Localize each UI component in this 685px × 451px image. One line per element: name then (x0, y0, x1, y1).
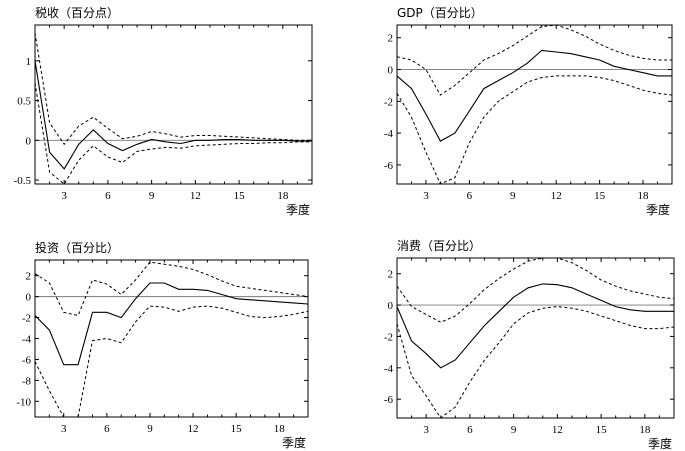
chart-title-investment: 投资（百分比） (35, 240, 119, 255)
x-tick-label: 12 (190, 190, 201, 202)
upper-band-line-consumption (396, 257, 675, 323)
x-tick-label: 9 (147, 423, 153, 435)
x-tick-label: 6 (104, 423, 110, 435)
y-tick-label: -4 (384, 363, 394, 375)
x-tick-label: 3 (423, 190, 429, 202)
y-tick-label: 2 (388, 269, 394, 281)
y-tick-label: -0.5 (14, 175, 32, 187)
y-tick-label: 0 (26, 135, 32, 147)
upper-band-line-gdp (396, 24, 672, 96)
plot-frame (34, 259, 309, 418)
x-tick-label: 18 (638, 190, 650, 202)
response-line-consumption (396, 283, 674, 369)
x-tick-label: 18 (277, 190, 289, 202)
response-line-gdp (396, 49, 672, 142)
y-tick-label: 0 (388, 300, 394, 312)
y-tick-label: -4 (384, 128, 394, 140)
y-tick-label: -4 (22, 334, 32, 346)
y-tick-label: -2 (22, 313, 31, 325)
plot-frame (396, 24, 673, 185)
x-tick-label: 18 (274, 423, 286, 435)
x-tick-label: 9 (510, 190, 516, 202)
x-tick-label: 9 (149, 190, 155, 202)
upper-band-line-tax (34, 32, 312, 146)
response-line-investment (34, 282, 309, 366)
lower-band-line-investment (34, 305, 309, 418)
x-tick-label: 18 (639, 424, 651, 436)
y-tick-label: 0 (26, 292, 32, 304)
x-axis-label-consumption: 季度 (648, 436, 672, 451)
y-tick-label: -8 (22, 375, 32, 387)
y-tick-label: -2 (384, 331, 393, 343)
chart-title-gdp: GDP（百分比） (397, 6, 483, 20)
x-tick-label: 12 (188, 423, 199, 435)
y-tick-label: -10 (16, 396, 31, 408)
x-tick-label: 9 (511, 424, 517, 436)
chart-panel-gdp: GDP（百分比） 3 6 9 12 15 18 -6 -4 -2 0 2 季度 (384, 6, 673, 217)
x-axis-label-tax: 季度 (286, 202, 310, 217)
lower-band-line-tax (34, 82, 312, 185)
x-tick-label: 15 (596, 424, 608, 436)
y-tick-label: 1 (26, 56, 32, 68)
x-tick-label: 15 (594, 190, 606, 202)
upper-band-line-investment (34, 261, 309, 317)
y-tick-label: -6 (384, 160, 394, 172)
chart-panel-tax: 税收（百分点） 3 6 9 12 15 18 -0.5 0 0.5 1 季度 (14, 6, 313, 217)
x-tick-label: 3 (423, 424, 429, 436)
y-tick-label: 2 (26, 271, 32, 283)
x-tick-label: 12 (552, 424, 563, 436)
x-tick-label: 15 (234, 190, 246, 202)
chart-panel-consumption: 消费（百分比） 3 6 9 12 15 18 -6 -4 -2 0 2 季度 (384, 239, 675, 451)
chart-panel-investment: 投资（百分比） 3 6 9 12 15 18 -10 -8 -6 -4 -2 0 2 季度 (16, 240, 309, 450)
plot-frame (396, 257, 675, 419)
y-tick-label: -2 (384, 96, 393, 108)
y-tick-label: 0.5 (17, 96, 31, 108)
x-tick-label: 6 (467, 424, 473, 436)
y-tick-label: -6 (22, 354, 32, 366)
x-tick-label: 3 (61, 423, 67, 435)
x-tick-label: 6 (467, 190, 473, 202)
x-tick-label: 3 (61, 190, 67, 202)
x-axis-label-investment: 季度 (282, 435, 306, 450)
response-line-tax (34, 60, 312, 170)
x-tick-label: 15 (231, 423, 243, 435)
chart-title-consumption: 消费（百分比） (397, 239, 481, 253)
x-tick-label: 12 (551, 190, 562, 202)
y-tick-label: 2 (388, 33, 394, 45)
x-tick-label: 6 (105, 190, 111, 202)
lower-band-line-consumption (396, 306, 675, 419)
y-tick-label: -6 (384, 394, 394, 406)
chart-title-tax: 税收（百分点） (35, 6, 119, 20)
x-axis-label-gdp: 季度 (646, 202, 670, 217)
y-tick-label: 0 (388, 65, 394, 77)
plot-frame (34, 24, 313, 185)
